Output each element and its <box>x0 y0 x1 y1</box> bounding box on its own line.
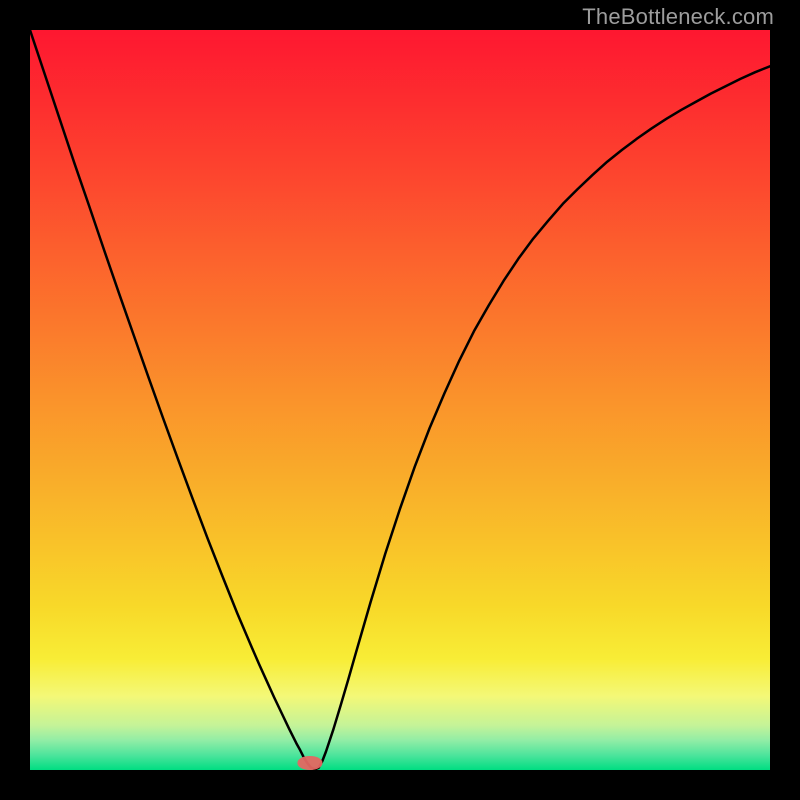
gradient-background <box>30 30 770 770</box>
plot-area <box>30 30 770 770</box>
attribution-text: TheBottleneck.com <box>582 4 774 30</box>
bottleneck-marker <box>297 756 322 770</box>
